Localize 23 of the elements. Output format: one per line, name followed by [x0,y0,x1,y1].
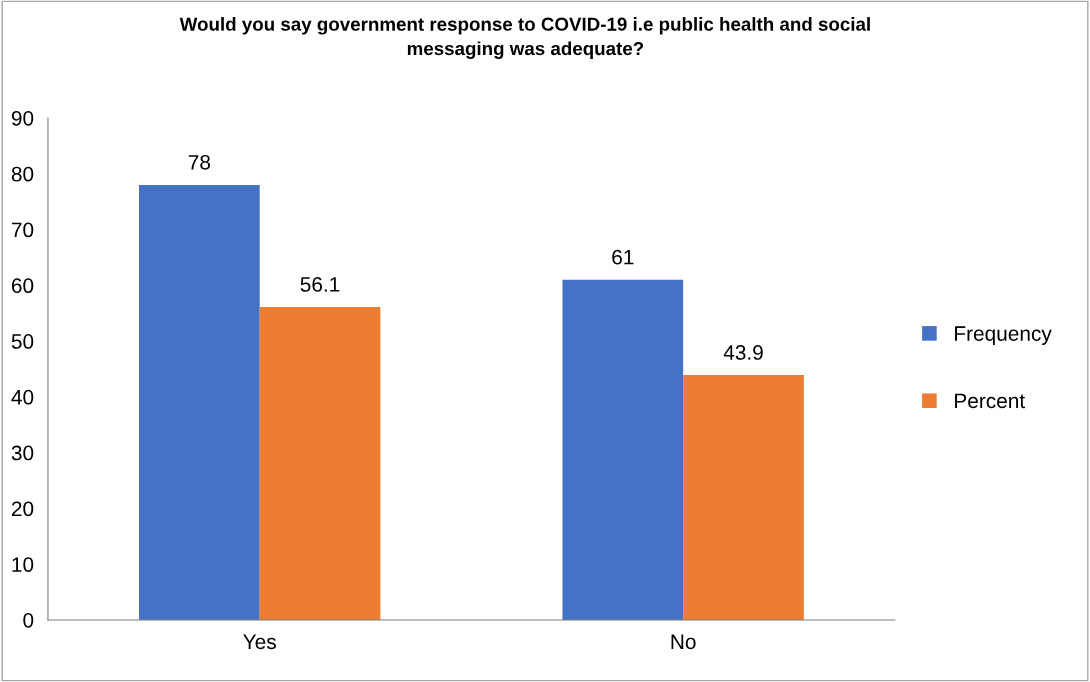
y-tick-label: 20 [11,501,34,517]
y-tick-label: 10 [12,557,34,572]
y-tick-label: 70 [11,222,34,238]
y-tick-label: 30 [11,445,34,461]
chart-title: Would you say government response to COVID-19 i.e public health and social messaging was adequate? [179,17,870,59]
y-tick-label: 40 [11,389,34,405]
data-label: 56.1 [300,277,340,292]
data-label: 43.9 [723,345,763,360]
y-tick-label: 80 [11,166,34,182]
x-tick-label: Yes [243,634,276,650]
y-tick-label: 90 [11,110,34,126]
x-tick-label: No [671,634,696,650]
bar [562,279,684,620]
data-label: 61 [612,249,634,265]
y-tick-label: 50 [11,334,34,349]
bar [683,375,804,620]
y-tick-label: 0 [23,612,34,628]
data-label: 78 [188,154,211,170]
bar [139,184,260,620]
y-tick-label: 60 [11,278,34,294]
legend-label: Percent [955,393,1025,409]
legend-label: Frequency [955,326,1052,345]
bar [259,307,381,620]
